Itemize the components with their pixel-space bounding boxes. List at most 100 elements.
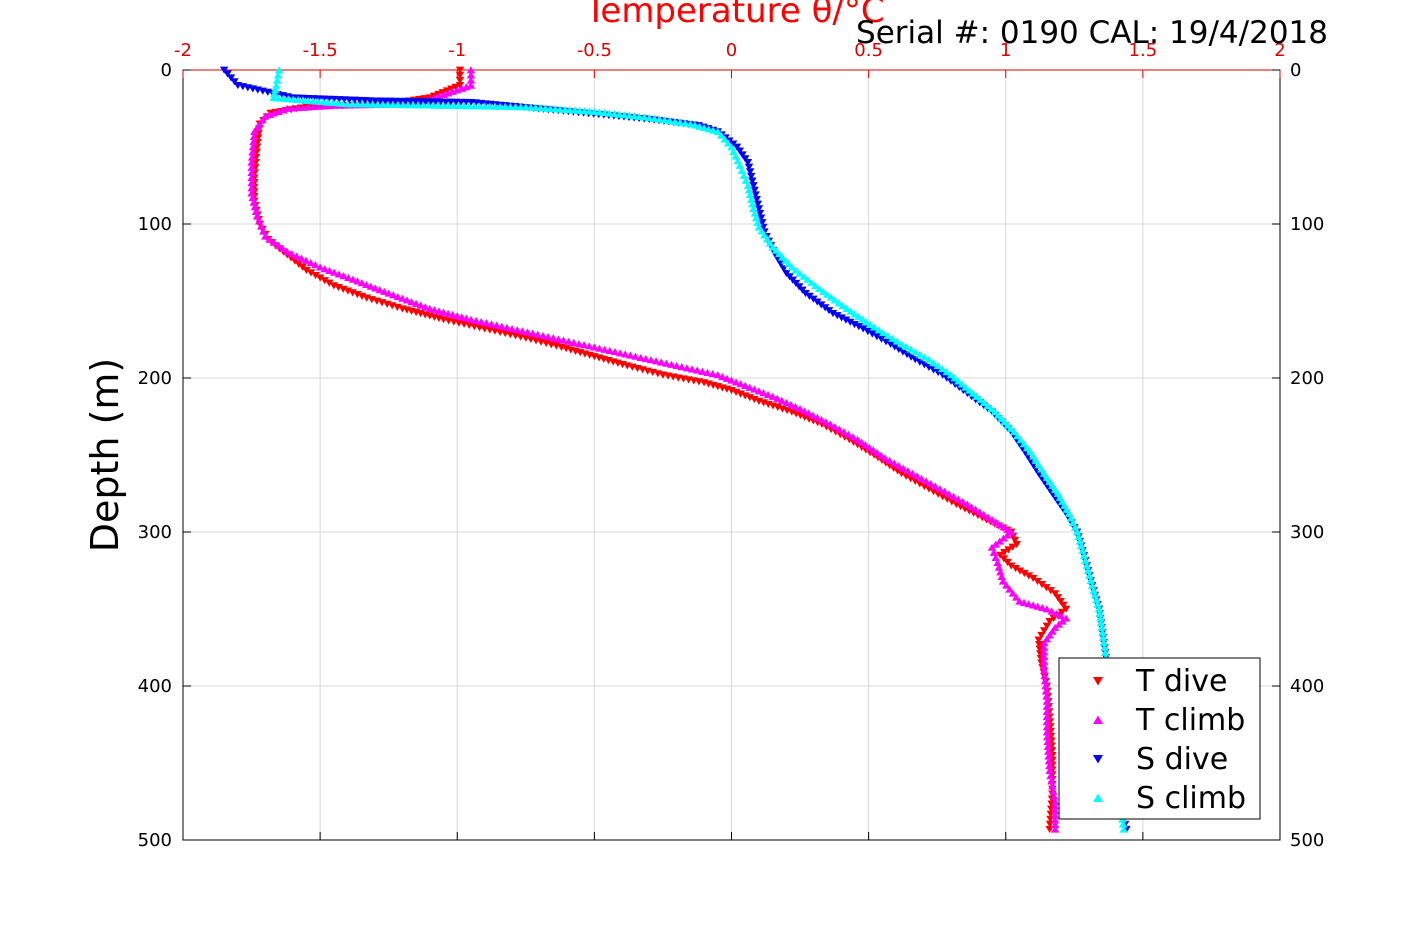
data-point — [835, 425, 844, 433]
data-point — [298, 103, 307, 111]
data-point — [1042, 723, 1052, 731]
data-point — [250, 203, 260, 211]
data-point — [935, 485, 945, 493]
data-point — [455, 66, 465, 74]
data-point — [269, 238, 279, 246]
data-point — [800, 407, 809, 415]
data-point — [987, 543, 997, 551]
data-point — [1015, 597, 1024, 605]
data-point — [1092, 595, 1101, 604]
data-point — [273, 71, 283, 79]
data-point — [750, 395, 759, 404]
data-point — [407, 298, 416, 306]
data-point — [682, 364, 692, 372]
data-point — [325, 279, 334, 287]
data-point — [462, 314, 471, 322]
data-point — [997, 572, 1006, 581]
data-point — [1048, 782, 1057, 790]
data-point — [821, 418, 831, 426]
data-point — [301, 256, 311, 264]
data-point — [1022, 444, 1032, 452]
data-point — [815, 284, 824, 293]
data-point — [1058, 617, 1067, 625]
data-point — [1072, 528, 1082, 536]
data-point — [755, 209, 765, 217]
data-point — [741, 392, 750, 400]
data-point — [695, 122, 704, 130]
data-point — [773, 394, 782, 402]
right-axis-ticks: 0 100 200 300 400 500 — [1272, 60, 1324, 851]
data-point — [651, 357, 661, 365]
data-point — [924, 355, 934, 363]
data-point — [261, 232, 270, 240]
data-point — [251, 164, 260, 172]
data-point — [865, 443, 874, 451]
data-point — [850, 310, 859, 318]
data-point — [933, 490, 943, 498]
data-point — [782, 398, 791, 406]
data-point — [975, 508, 984, 516]
data-point — [315, 274, 325, 282]
data-point — [645, 113, 654, 122]
data-point — [523, 328, 532, 336]
data-point — [1043, 742, 1053, 750]
data-point — [1119, 825, 1128, 833]
data-point — [1010, 536, 1020, 544]
data-point — [824, 307, 834, 315]
data-point — [954, 495, 963, 503]
data-point — [287, 250, 297, 258]
data-point — [631, 352, 640, 360]
data-point — [416, 301, 425, 309]
data-point — [1050, 797, 1060, 805]
data-point — [569, 338, 579, 346]
data-point — [1019, 598, 1029, 606]
data-point — [931, 482, 940, 490]
y-tick-label: 400 — [138, 676, 172, 697]
data-point — [665, 117, 674, 125]
data-point — [1039, 648, 1049, 656]
data-point — [448, 310, 457, 319]
data-point — [1046, 587, 1055, 595]
data-point — [822, 290, 832, 298]
data-point — [687, 365, 697, 373]
data-point — [1050, 820, 1060, 828]
data-point — [308, 103, 318, 111]
data-point — [986, 405, 996, 413]
data-point — [1039, 643, 1049, 651]
data-point — [274, 107, 283, 115]
data-point — [590, 343, 599, 351]
data-point — [1098, 628, 1107, 636]
data-point — [1042, 692, 1051, 700]
data-point — [883, 331, 893, 340]
data-point — [398, 294, 407, 302]
data-point — [920, 353, 929, 361]
legend-label: S climb — [1136, 781, 1246, 816]
data-point — [1008, 589, 1018, 597]
data-point — [975, 395, 985, 403]
data-point — [430, 306, 439, 314]
data-point — [747, 195, 756, 203]
data-point — [357, 279, 367, 287]
data-point — [265, 235, 274, 243]
data-point — [749, 182, 758, 190]
data-point — [247, 184, 256, 192]
data-point — [366, 282, 376, 290]
data-point — [1039, 662, 1049, 670]
data-point — [288, 104, 297, 112]
data-point — [963, 500, 972, 508]
data-point — [752, 196, 761, 204]
data-point — [750, 186, 759, 194]
data-point — [893, 467, 902, 475]
data-point — [698, 367, 707, 375]
data-point — [1098, 633, 1108, 641]
data-point — [1040, 671, 1049, 680]
data-point — [292, 252, 301, 260]
data-point — [709, 126, 718, 134]
data-point — [610, 110, 619, 118]
data-point — [938, 493, 947, 501]
data-point — [924, 485, 934, 493]
data-point — [999, 534, 1008, 542]
data-point — [660, 116, 669, 124]
data-point — [858, 315, 867, 323]
data-point — [863, 327, 872, 336]
